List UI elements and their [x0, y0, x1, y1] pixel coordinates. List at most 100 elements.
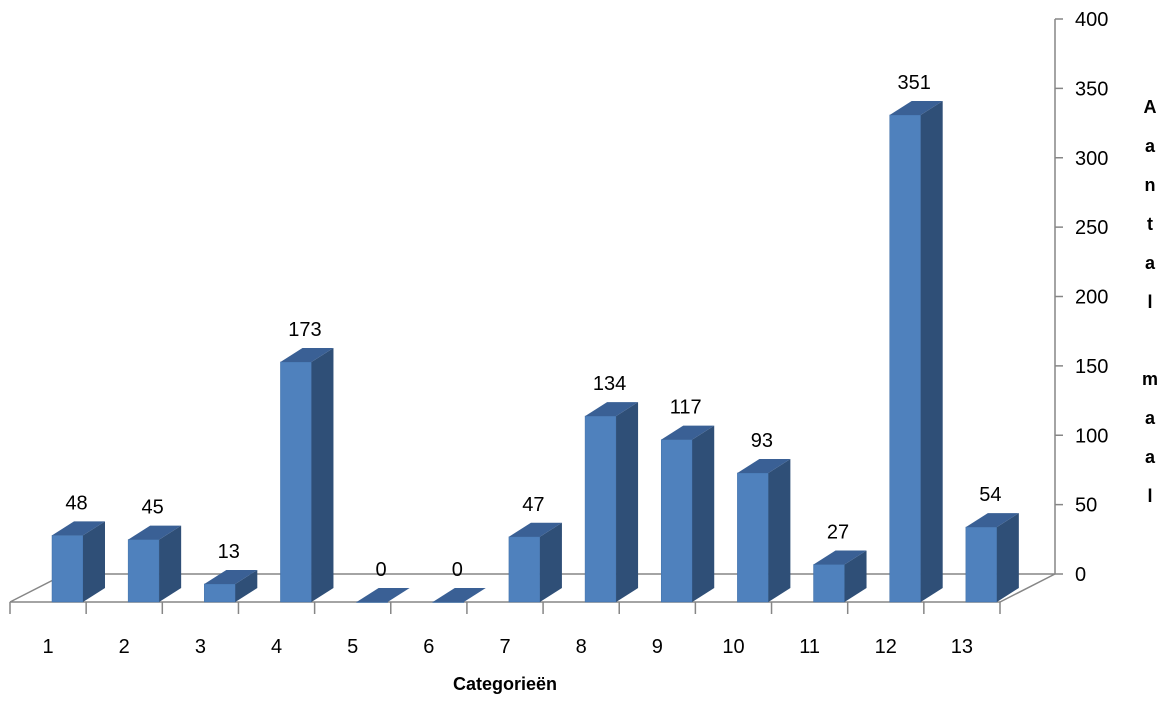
bar-top	[965, 513, 1019, 528]
data-label: 173	[288, 319, 321, 341]
bar	[813, 550, 867, 603]
bar	[965, 513, 1019, 603]
x-tick-label: 13	[951, 636, 973, 658]
data-labels: 48 45 13 173 0 0 47 134 117 93 27 351 54	[65, 72, 1001, 581]
bar-front	[127, 539, 160, 603]
bar	[432, 588, 486, 603]
bar	[737, 458, 791, 603]
bar-front	[280, 361, 312, 603]
data-label: 47	[522, 494, 544, 516]
bar-side	[996, 513, 1019, 602]
bar-top	[661, 425, 715, 440]
bar-top	[737, 458, 791, 473]
bar-side	[844, 550, 867, 602]
x-tick-label: 5	[347, 636, 358, 658]
bar-side	[539, 522, 562, 602]
x-tick-label: 1	[43, 636, 54, 658]
bar-front	[813, 564, 845, 603]
bars	[51, 100, 1019, 603]
y-tick-label: 250	[1075, 217, 1108, 239]
x-tick-label: 10	[722, 636, 744, 658]
bar-front	[204, 583, 236, 603]
bar-front	[51, 535, 84, 603]
bar-top	[508, 522, 562, 537]
bar-top	[280, 347, 334, 362]
data-label: 13	[218, 541, 240, 563]
bar-front	[356, 601, 388, 603]
data-label: 45	[142, 497, 164, 519]
y-tick-label: 100	[1075, 425, 1108, 447]
data-label: 351	[898, 72, 931, 94]
bar	[280, 347, 334, 603]
y-tick-label: 200	[1075, 287, 1108, 309]
y-axis-title-letter: a	[1145, 253, 1156, 273]
y-tick-label: 400	[1075, 9, 1108, 31]
bar-front	[660, 439, 693, 603]
y-axis-title-letter: a	[1145, 447, 1156, 467]
bar	[660, 425, 715, 603]
y-axis-title-letter: m	[1142, 369, 1158, 389]
x-tick-label: 6	[423, 636, 434, 658]
bar-top	[432, 588, 486, 602]
bar-front	[508, 536, 541, 603]
bar-top	[204, 569, 258, 584]
y-axis-title-letter: l	[1147, 292, 1152, 312]
y-axis: 0 50 100 150 200 250 300 350 400	[1054, 9, 1108, 586]
x-tick-label: 11	[799, 636, 820, 658]
bar	[127, 525, 182, 603]
y-axis-title-letter: n	[1145, 175, 1156, 195]
y-tick-label: 0	[1075, 564, 1086, 586]
bar-top	[813, 550, 867, 565]
bar-side	[692, 425, 715, 602]
x-tick-label: 9	[652, 636, 663, 658]
y-axis-title-letter: t	[1147, 214, 1153, 234]
x-tick-label: 4	[271, 636, 282, 658]
bar-top	[128, 525, 182, 540]
bar-front	[432, 601, 465, 603]
bar-top	[889, 100, 943, 115]
bar	[584, 402, 639, 603]
bar-front	[737, 472, 769, 603]
bar-top	[52, 521, 105, 536]
bar-top	[356, 588, 410, 602]
data-label: 48	[65, 492, 87, 514]
y-axis-title-letter: l	[1147, 486, 1152, 506]
bar	[204, 569, 258, 603]
x-tick-label: 7	[499, 636, 510, 658]
y-tick-label: 350	[1075, 78, 1108, 100]
y-tick-label: 50	[1075, 495, 1097, 517]
data-label: 93	[751, 430, 773, 452]
bar-front	[584, 415, 617, 603]
bar-top	[585, 402, 639, 417]
bar-front	[889, 114, 921, 603]
bar-side	[235, 569, 258, 602]
bar-side	[768, 458, 791, 602]
x-axis: 1 2 3 4 5 6 7 8 9 10 11 12 13	[9, 602, 1001, 658]
bar-side	[159, 525, 182, 602]
x-tick-label: 12	[875, 636, 897, 658]
y-axis-title-letter: A	[1144, 97, 1157, 117]
bar-front	[965, 526, 998, 603]
y-tick-label: 300	[1075, 148, 1108, 170]
x-tick-label: 8	[576, 636, 587, 658]
x-tick-label: 2	[119, 636, 130, 658]
bar	[508, 522, 562, 603]
data-label: 0	[452, 559, 463, 581]
x-tick-label: 3	[195, 636, 206, 658]
bar-side	[920, 100, 943, 603]
bar-side	[616, 402, 639, 602]
data-label: 117	[670, 397, 702, 419]
bar-side	[311, 347, 334, 602]
data-label: 0	[376, 559, 387, 581]
data-label: 134	[593, 373, 626, 395]
data-label: 27	[827, 522, 849, 544]
y-tick-label: 150	[1075, 356, 1108, 378]
bar-side	[83, 521, 105, 602]
data-label: 54	[979, 484, 1001, 506]
y-axis-title-letter: a	[1145, 408, 1156, 428]
x-axis-title: Categorieën	[453, 674, 557, 694]
y-axis-title-letter: a	[1145, 136, 1156, 156]
